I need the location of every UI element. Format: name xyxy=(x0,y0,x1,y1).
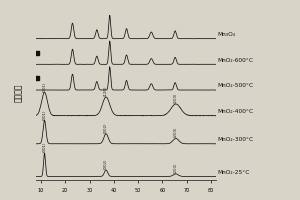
Text: Mn₃O₄: Mn₃O₄ xyxy=(217,32,235,37)
Text: (200): (200) xyxy=(174,92,178,103)
Text: 衍射強度: 衍射強度 xyxy=(14,84,22,102)
Text: MnO₂-600°C: MnO₂-600°C xyxy=(217,58,253,63)
Text: MnO₂-300°C: MnO₂-300°C xyxy=(217,137,253,142)
Text: (002): (002) xyxy=(104,159,108,169)
Text: MnO₂-500°C: MnO₂-500°C xyxy=(217,83,253,88)
Text: (001): (001) xyxy=(43,109,46,120)
Text: (002): (002) xyxy=(104,122,108,133)
Text: (200): (200) xyxy=(174,127,178,137)
Text: MnO₂-25°C: MnO₂-25°C xyxy=(217,170,250,175)
Text: (001): (001) xyxy=(43,81,46,92)
Text: MnO₂-400°C: MnO₂-400°C xyxy=(217,109,253,114)
Text: (001): (001) xyxy=(43,142,46,152)
Text: (200): (200) xyxy=(174,162,178,173)
Text: (120): (120) xyxy=(104,86,108,96)
